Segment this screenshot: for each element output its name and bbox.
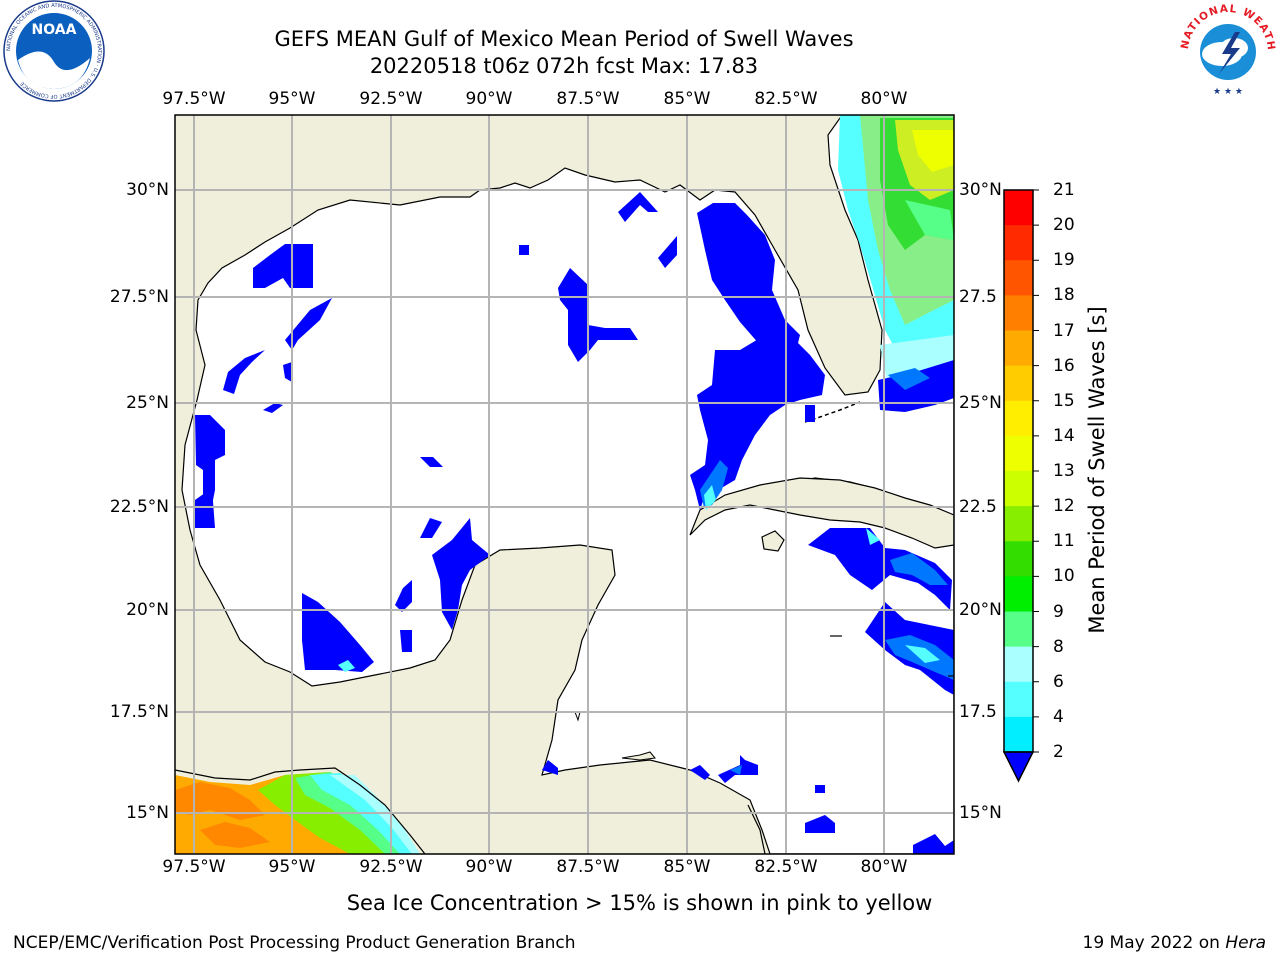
map-frame: [174, 114, 955, 855]
lat-label-right: 30°N: [959, 180, 1002, 200]
colorbar-segment: [1004, 260, 1033, 296]
colorbar-tick-label: 9: [1053, 601, 1064, 622]
colorbar-segment: [1004, 681, 1033, 718]
lat-label-left: 25°N: [126, 393, 169, 413]
lon-label-top: 92.5°W: [359, 89, 423, 109]
lat-label-right: 17.5: [959, 702, 997, 722]
lon-label-top: 87.5°W: [556, 89, 620, 109]
colorbar-segment: [1004, 541, 1033, 577]
colorbar-tick-label: 12: [1053, 496, 1075, 517]
lon-label-bottom: 87.5°W: [556, 857, 620, 877]
colorbar-segment: [1004, 400, 1033, 437]
lat-label-left: 27.5°N: [109, 287, 169, 307]
lon-label-top: 90°W: [465, 89, 513, 109]
colorbar-tick-label: 15: [1053, 390, 1075, 411]
colorbar-segment: [1004, 435, 1033, 472]
lat-label-right: 20°N: [959, 600, 1002, 620]
date-text: 19 May 2022 on: [1082, 933, 1220, 953]
map-subtitle: 20220518 t06z 072h fcst Max: 17.83: [369, 54, 759, 78]
colorbar-tick-label: 16: [1053, 355, 1075, 376]
colorbar-segment: [1004, 330, 1033, 367]
colorbar-segment: [1004, 225, 1033, 261]
colorbar-tick-label: 14: [1053, 425, 1075, 446]
colorbar-tick-label: 8: [1053, 636, 1064, 657]
lat-label-left: 30°N: [126, 180, 169, 200]
colorbar-tick-label: 21: [1053, 180, 1075, 200]
colorbar-segment: [1004, 471, 1033, 507]
machine-name: Hera: [1225, 933, 1266, 953]
colorbar-segment: [1004, 190, 1033, 226]
colorbar-tick-label: 18: [1053, 285, 1075, 306]
map-title: GEFS MEAN Gulf of Mexico Mean Period of …: [274, 27, 854, 51]
lon-label-top: 95°W: [268, 89, 316, 109]
colorbar-tick-label: 13: [1053, 461, 1075, 481]
lon-label-bottom: 82.5°W: [754, 857, 818, 877]
lat-label-right: 27.5: [959, 287, 997, 307]
lon-label-top: 82.5°W: [754, 89, 818, 109]
colorbar-tick-label: 11: [1053, 531, 1075, 552]
colorbar-tick-label: 6: [1053, 671, 1064, 692]
colorbar-tick-label: 17: [1053, 320, 1075, 341]
colorbar-label: Mean Period of Swell Waves [s]: [1085, 306, 1109, 634]
colorbar-tick-label: 10: [1053, 566, 1075, 587]
colorbar-segment: [1004, 646, 1033, 683]
lat-label-right: 22.5: [959, 497, 997, 517]
lat-label-right: 25°N: [959, 393, 1002, 413]
lat-label-left: 15°N: [126, 803, 169, 823]
lat-label-left: 20°N: [126, 600, 169, 620]
colorbar-tick-label: 4: [1053, 706, 1064, 727]
lon-label-bottom: 80°W: [860, 857, 908, 877]
colorbar-segment: [1004, 716, 1033, 753]
colorbar-tick-label: 20: [1053, 215, 1075, 236]
western-gulf-swell: [195, 244, 490, 672]
colorbar: [1002, 189, 1039, 783]
lat-label-left: 17.5°N: [109, 702, 169, 722]
lon-label-top: 85°W: [663, 89, 711, 109]
lat-label-left: 22.5°N: [109, 497, 169, 517]
colorbar-segment: [1004, 295, 1033, 331]
svg-text:★ ★ ★: ★ ★ ★: [1213, 87, 1243, 97]
caribbean-swell: [805, 528, 954, 854]
lon-label-bottom: 85°W: [663, 857, 711, 877]
credit-text: NCEP/EMC/Verification Post Processing Pr…: [13, 933, 576, 953]
lat-label-right: 15°N: [959, 803, 1002, 823]
lon-label-bottom: 95°W: [268, 857, 316, 877]
colorbar-extend-arrow: [1002, 751, 1035, 783]
colorbar-segment: [1004, 576, 1033, 612]
noaa-logo-text: NOAA: [32, 22, 77, 38]
colorbar-tick-label: 2: [1053, 742, 1064, 762]
lon-label-bottom: 92.5°W: [359, 857, 423, 877]
lon-label-bottom: 97.5°W: [162, 857, 226, 877]
gridlines: [175, 115, 954, 854]
colorbar-tick-label: 19: [1053, 250, 1075, 271]
noaa-logo: NATIONAL OCEANIC AND ATMOSPHERIC ADMINIS…: [3, 0, 105, 102]
date-info: 19 May 2022 on Hera: [1083, 933, 1267, 953]
colorbar-segment: [1004, 611, 1033, 648]
colorbar-segment: [1004, 365, 1033, 402]
lon-label-bottom: 90°W: [465, 857, 513, 877]
colorbar-segment: [1004, 506, 1033, 542]
lon-label-top: 97.5°W: [162, 89, 226, 109]
ice-note: Sea Ice Concentration > 15% is shown in …: [346, 891, 933, 915]
lon-label-top: 80°W: [860, 89, 908, 109]
nws-logo: NATIONAL WEATHER SERVICE ★ ★ ★: [1178, 2, 1276, 100]
